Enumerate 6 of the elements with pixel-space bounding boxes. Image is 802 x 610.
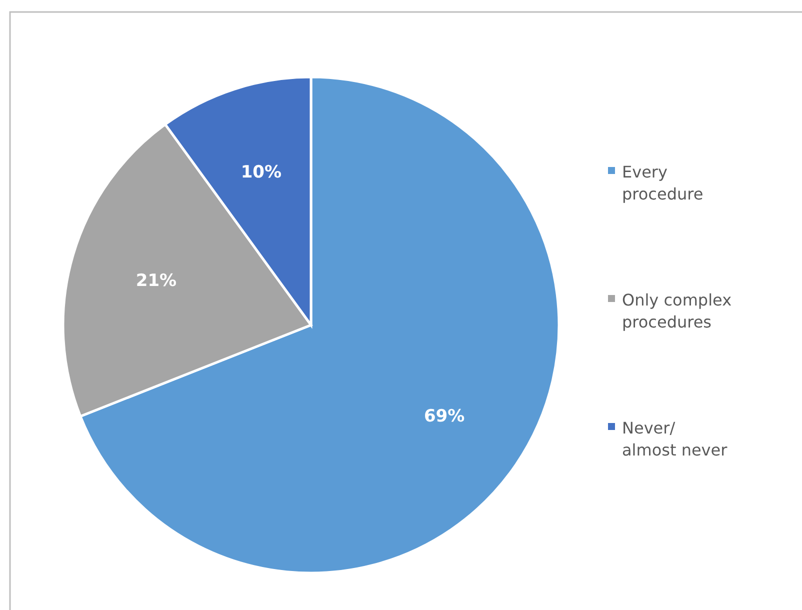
data-label: 21%: [136, 270, 177, 291]
data-label: 10%: [240, 162, 282, 183]
data-label: 69%: [424, 406, 465, 427]
legend-label: Every procedure: [622, 162, 704, 204]
legend-label: Never/almost never: [622, 418, 728, 460]
legend-label: Only complex procedures: [622, 290, 732, 332]
